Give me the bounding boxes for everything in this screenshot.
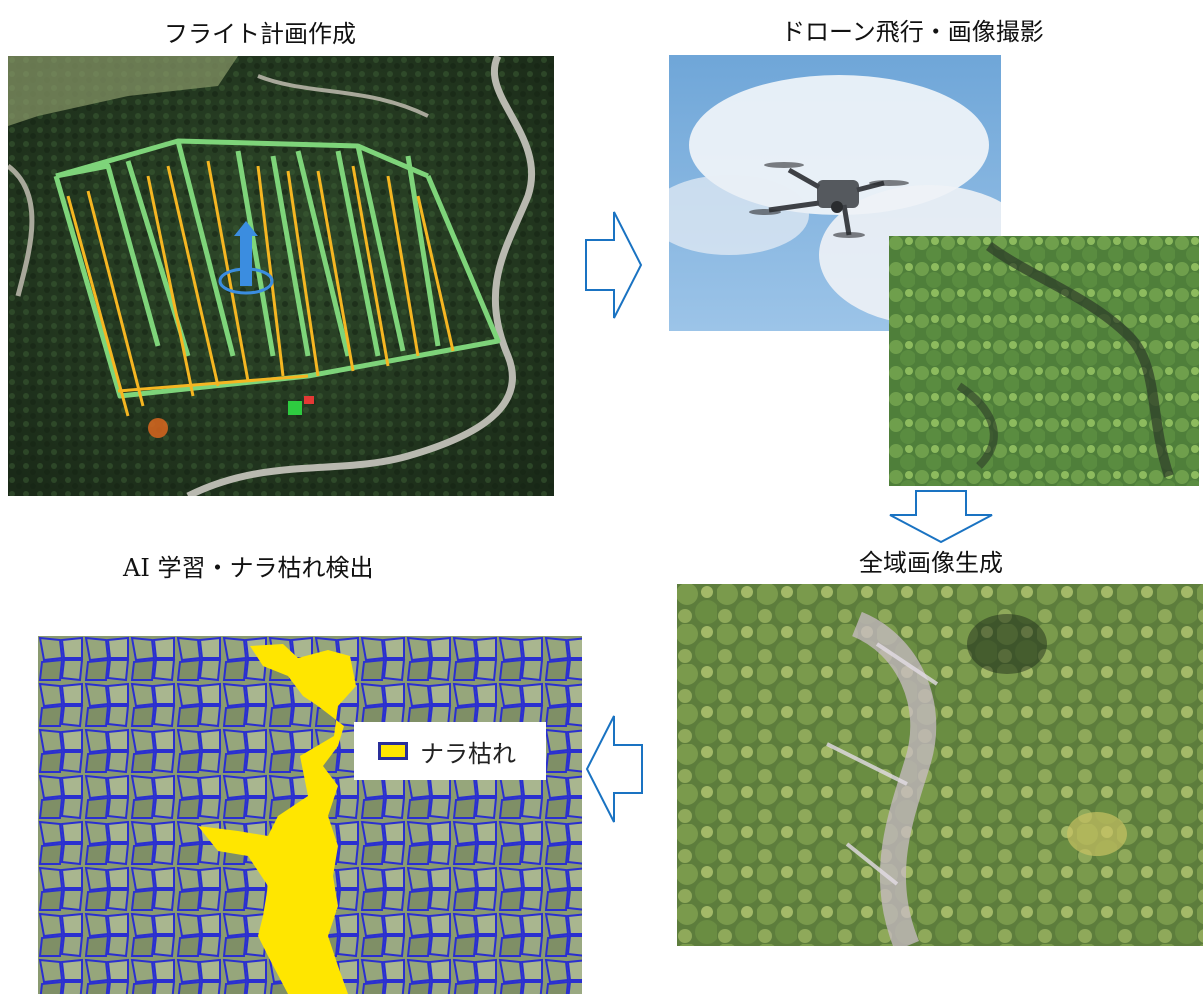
- ai-detection-title: AI 学習・ナラ枯れ検出: [123, 554, 374, 582]
- right-arrow-icon: [585, 211, 643, 319]
- legend: ナラ枯れ: [354, 722, 546, 780]
- legend-swatch: [378, 742, 408, 760]
- orthomosaic-image: [677, 584, 1203, 946]
- aerial-photo: [889, 236, 1199, 486]
- drone-capture-title: ドローン飛行・画像撮影: [781, 18, 1044, 46]
- drone-icon: [749, 162, 909, 238]
- drone-photo: [669, 55, 1001, 331]
- flight-plan-image: [8, 56, 554, 496]
- left-arrow-icon: [585, 715, 643, 823]
- orthomosaic-title: 全域画像生成: [859, 549, 1003, 577]
- flight-plan-title: フライト計画作成: [164, 20, 356, 48]
- legend-label: ナラ枯れ: [420, 739, 516, 768]
- ai-detection-image: [38, 636, 582, 994]
- down-arrow-icon: [889, 490, 993, 544]
